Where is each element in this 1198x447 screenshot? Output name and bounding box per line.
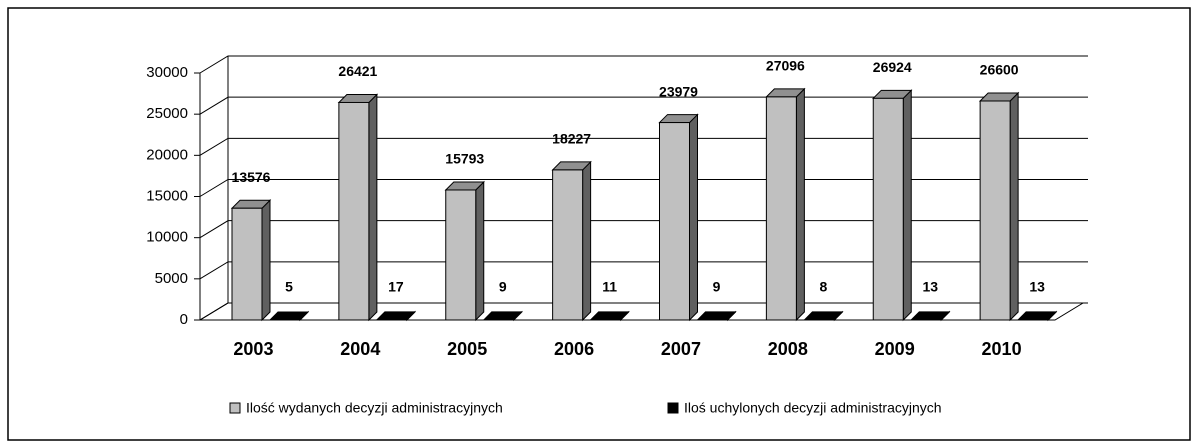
- bar: [910, 310, 951, 322]
- x-tick-label: 2010: [982, 339, 1022, 359]
- bar: [658, 113, 699, 322]
- data-label: 23979: [659, 83, 698, 99]
- bar-face: [795, 87, 805, 322]
- y-tick-label: 5000: [155, 270, 188, 287]
- grid-line: [199, 55, 1088, 74]
- bar: [872, 89, 913, 322]
- bar-face: [765, 96, 797, 321]
- x-tick-label: 2005: [447, 339, 487, 359]
- bar: [551, 160, 592, 322]
- data-label: 13: [922, 279, 938, 295]
- y-tick-label: 10000: [146, 229, 188, 246]
- x-tick-label: 2007: [661, 339, 701, 359]
- data-label: 13576: [232, 169, 271, 185]
- bar-face: [552, 169, 584, 321]
- bar-face: [231, 207, 263, 321]
- data-label: 17: [388, 279, 404, 295]
- x-tick-label: 2009: [875, 339, 915, 359]
- data-label: 8: [819, 279, 827, 295]
- y-tick-label: 30000: [146, 64, 188, 81]
- bar: [482, 310, 523, 322]
- bar: [978, 91, 1020, 322]
- bar: [589, 310, 630, 322]
- legend-label: Iloś uchylonych decyzji administracyjnyc…: [684, 400, 942, 416]
- legend-label: Ilość wydanych decyzji administracyjnych: [246, 400, 503, 416]
- data-label: 11: [602, 279, 617, 295]
- bar-face: [902, 89, 912, 322]
- bar-face: [582, 160, 592, 322]
- floor: [198, 302, 1085, 321]
- bar: [803, 310, 844, 322]
- data-label: 5: [285, 279, 293, 295]
- bar-face: [368, 93, 378, 322]
- bar: [696, 310, 737, 322]
- bar-face: [979, 100, 1011, 321]
- bar-face: [261, 199, 271, 322]
- bar: [337, 93, 379, 322]
- bar-face: [689, 113, 698, 322]
- legend-swatch: [229, 402, 241, 414]
- data-label: 13: [1029, 279, 1045, 295]
- legend-swatch: [667, 402, 679, 414]
- data-label: 26600: [980, 62, 1019, 78]
- y-tick-label: 20000: [146, 146, 188, 163]
- bar: [765, 87, 806, 322]
- data-label: 18227: [552, 131, 591, 147]
- x-tick-label: 2003: [233, 339, 273, 359]
- data-label: 15793: [445, 151, 484, 167]
- bar-face: [475, 180, 485, 322]
- bar: [1016, 310, 1058, 322]
- data-label: 27096: [766, 58, 805, 74]
- bar-face: [445, 189, 477, 321]
- bar-face: [1009, 91, 1019, 322]
- data-label: 26924: [873, 59, 912, 75]
- y-tick-label: 25000: [146, 105, 188, 122]
- x-tick-label: 2006: [554, 339, 594, 359]
- bar-face: [872, 97, 904, 321]
- y-tick-label: 15000: [146, 187, 188, 204]
- bar-face: [659, 122, 690, 321]
- bar-face: [338, 101, 370, 321]
- bar: [268, 310, 310, 322]
- data-label: 9: [713, 279, 721, 295]
- bar: [230, 199, 272, 322]
- x-tick-label: 2004: [340, 339, 380, 359]
- bar: [444, 180, 485, 322]
- y-tick-label: 0: [180, 311, 188, 328]
- bar: [375, 310, 417, 322]
- data-label: 26421: [338, 63, 377, 79]
- data-label: 9: [499, 279, 507, 295]
- x-tick-label: 2008: [768, 339, 808, 359]
